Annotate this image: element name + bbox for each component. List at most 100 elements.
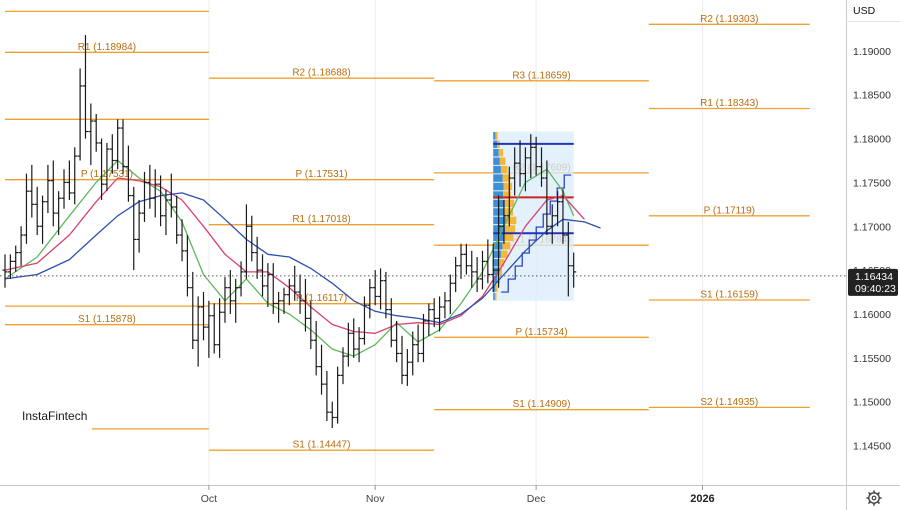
vertical-gridlines bbox=[208, 0, 703, 485]
profile-bar-orange-13 bbox=[502, 242, 511, 250]
profile-bar-blue-18 bbox=[493, 284, 496, 292]
ohlc-bar-47 bbox=[254, 236, 260, 279]
ohlc-bar-80 bbox=[431, 298, 437, 328]
ohlc-bar-33 bbox=[179, 219, 185, 262]
ohlc-bar-63 bbox=[340, 347, 346, 385]
ohlc-bar-73 bbox=[394, 320, 400, 363]
ohlc-bars bbox=[2, 35, 577, 428]
ohlc-bar-3 bbox=[18, 226, 24, 266]
ohlc-bar-1 bbox=[7, 254, 13, 279]
profile-bar-orange-14 bbox=[500, 250, 508, 259]
price-tick-9: 1.14500 bbox=[853, 441, 891, 453]
ohlc-bar-97 bbox=[522, 147, 528, 192]
ohlc-bar-39 bbox=[211, 303, 217, 354]
ohlc-bar-14 bbox=[77, 68, 83, 161]
profile-bar-orange-9 bbox=[504, 208, 514, 216]
profile-bar-blue-17 bbox=[493, 275, 498, 284]
pivot-level-label-12: S1 (1.14447) bbox=[293, 440, 351, 451]
ohlc-bar-16 bbox=[88, 103, 94, 165]
pivot-level-label-18: S1 (1.14909) bbox=[513, 399, 571, 410]
ohlc-bar-106 bbox=[571, 252, 577, 288]
ohlc-bar-21 bbox=[115, 119, 121, 170]
ohlc-bar-91 bbox=[490, 243, 496, 293]
pivot-level-label-9: P (1.17531) bbox=[295, 169, 347, 180]
profile-bar-orange-15 bbox=[499, 259, 505, 267]
ohlc-bar-82 bbox=[442, 292, 448, 319]
profile-bar-blue-4 bbox=[493, 165, 501, 174]
ohlc-bar-9 bbox=[50, 160, 56, 227]
ohlc-bar-26 bbox=[141, 171, 147, 222]
ohlc-bar-90 bbox=[485, 239, 491, 284]
price-tick-4: 1.17000 bbox=[853, 221, 891, 233]
profile-bar-orange-2 bbox=[498, 148, 504, 157]
profile-bar-orange-3 bbox=[499, 157, 506, 165]
ohlc-bar-11 bbox=[61, 169, 67, 209]
pivot-level-label-14: R3 (1.18659) bbox=[512, 70, 570, 81]
price-axis-ticks: 1.190001.185001.180001.175001.170001.165… bbox=[853, 46, 891, 453]
ohlc-bar-46 bbox=[249, 215, 255, 262]
profile-steps bbox=[501, 174, 572, 293]
ohlc-bar-17 bbox=[93, 114, 99, 152]
ohlc-bar-7 bbox=[40, 195, 46, 244]
profile-bar-blue-11 bbox=[493, 225, 506, 233]
ohlc-bar-15 bbox=[82, 35, 88, 139]
pivot-level-label-20: R1 (1.18343) bbox=[700, 98, 758, 109]
ohlc-bar-85 bbox=[458, 243, 464, 279]
price-tick-6: 1.16000 bbox=[853, 309, 891, 321]
profile-bar-blue-5 bbox=[493, 174, 503, 182]
profile-bar-blue-19 bbox=[493, 292, 495, 301]
ohlc-bar-86 bbox=[463, 243, 469, 275]
time-tick-2: Dec bbox=[527, 493, 546, 505]
ohlc-bar-54 bbox=[292, 265, 298, 301]
ohlc-bar-95 bbox=[512, 147, 518, 196]
ohlc-bar-2 bbox=[13, 245, 19, 272]
ohlc-bar-49 bbox=[265, 263, 271, 307]
profile-bar-orange-19 bbox=[494, 292, 497, 301]
ohlc-bar-65 bbox=[351, 318, 357, 358]
ohlc-bar-78 bbox=[420, 313, 426, 363]
ohlc-bar-76 bbox=[410, 331, 416, 376]
ohlc-bar-42 bbox=[227, 270, 233, 314]
ohlc-bar-31 bbox=[168, 173, 174, 218]
ohlc-bar-5 bbox=[29, 164, 35, 218]
ohlc-bar-28 bbox=[152, 169, 158, 218]
profile-bar-blue-6 bbox=[493, 182, 504, 191]
pivot-level-label-8: R2 (1.18688) bbox=[292, 68, 350, 79]
ohlc-bar-22 bbox=[120, 119, 126, 174]
time-tick-1: Nov bbox=[366, 493, 385, 505]
gear-icon[interactable] bbox=[866, 490, 882, 506]
pivot-level-label-21: P (1.17119) bbox=[704, 205, 755, 216]
current-price-value: 1.16434 bbox=[855, 271, 893, 283]
ohlc-bar-87 bbox=[469, 250, 475, 288]
profile-bar-orange-7 bbox=[503, 191, 511, 199]
ohlc-bar-12 bbox=[66, 160, 72, 200]
moving-average-line-2 bbox=[4, 192, 601, 324]
profile-bar-orange-0 bbox=[495, 132, 498, 140]
currency-label[interactable]: USD bbox=[853, 5, 876, 17]
ohlc-bar-10 bbox=[56, 191, 62, 236]
ohlc-bar-102 bbox=[549, 204, 555, 244]
ohlc-bar-50 bbox=[270, 263, 276, 314]
profile-bar-orange-16 bbox=[498, 267, 503, 275]
pivot-level-label-22: S1 (1.16159) bbox=[700, 290, 758, 301]
ohlc-bar-59 bbox=[319, 344, 325, 395]
ohlc-bar-44 bbox=[238, 261, 244, 297]
ohlc-bar-30 bbox=[163, 189, 169, 236]
ohlc-bar-83 bbox=[447, 274, 453, 314]
price-tick-8: 1.15000 bbox=[853, 397, 891, 409]
time-tick-3: 2026 bbox=[690, 493, 714, 505]
pivot-level-label-10: R1 (1.17018) bbox=[292, 214, 350, 225]
ohlc-bar-96 bbox=[517, 140, 523, 187]
ohlc-bar-71 bbox=[383, 271, 389, 319]
pivot-level-label-2: S1 (1.15878) bbox=[78, 314, 136, 325]
time-axis-ticks: Oct Nov Dec 2026 bbox=[201, 485, 715, 505]
ohlc-bar-103 bbox=[555, 191, 561, 227]
ohlc-bar-56 bbox=[302, 278, 308, 332]
ohlc-bar-62 bbox=[335, 366, 341, 424]
ohlc-bar-51 bbox=[276, 292, 282, 323]
ohlc-bar-40 bbox=[217, 298, 223, 358]
profile-bar-blue-16 bbox=[493, 267, 499, 275]
ohlc-bar-20 bbox=[109, 134, 115, 174]
ohlc-bar-69 bbox=[372, 270, 378, 306]
